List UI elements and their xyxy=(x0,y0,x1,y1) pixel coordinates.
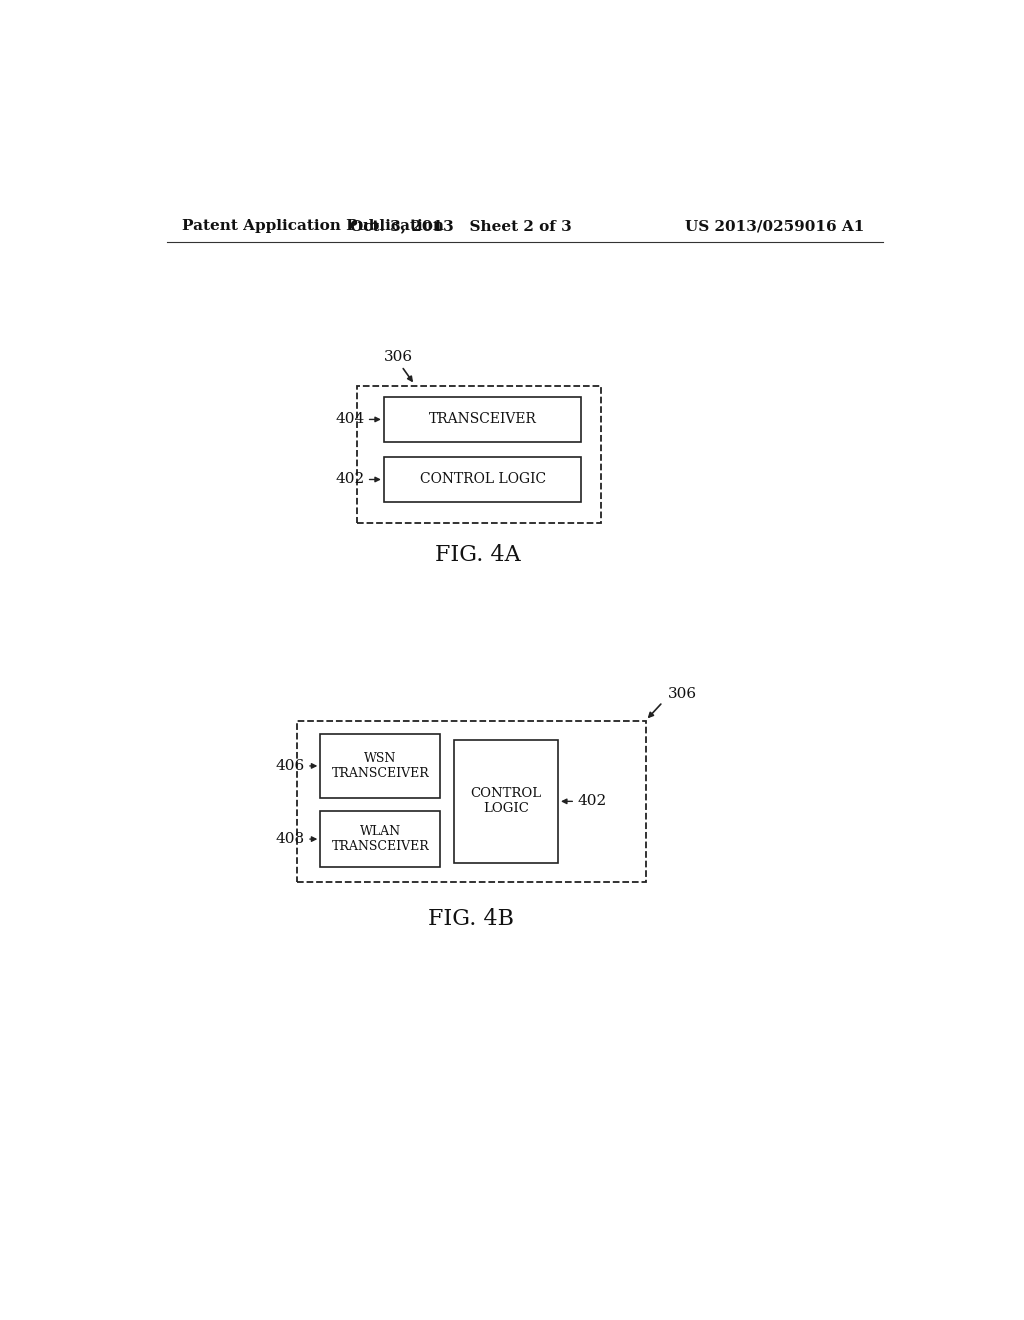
Text: 406: 406 xyxy=(275,759,305,774)
Text: 402: 402 xyxy=(335,473,365,487)
Text: FIG. 4A: FIG. 4A xyxy=(435,544,521,566)
Text: CONTROL
LOGIC: CONTROL LOGIC xyxy=(470,787,542,816)
Bar xyxy=(297,721,646,882)
Text: US 2013/0259016 A1: US 2013/0259016 A1 xyxy=(685,219,864,234)
Text: 404: 404 xyxy=(335,412,365,426)
Text: Patent Application Publication: Patent Application Publication xyxy=(182,219,444,234)
Text: WLAN
TRANSCEIVER: WLAN TRANSCEIVER xyxy=(332,825,429,853)
Text: 306: 306 xyxy=(668,686,696,701)
Text: 306: 306 xyxy=(384,350,413,364)
Text: TRANSCEIVER: TRANSCEIVER xyxy=(429,412,537,426)
Text: WSN
TRANSCEIVER: WSN TRANSCEIVER xyxy=(332,752,429,780)
Text: 402: 402 xyxy=(578,795,607,808)
Bar xyxy=(356,385,601,523)
Text: 408: 408 xyxy=(275,832,305,846)
Bar xyxy=(321,734,440,797)
Text: FIG. 4B: FIG. 4B xyxy=(428,908,514,931)
Bar xyxy=(454,739,558,863)
Text: CONTROL LOGIC: CONTROL LOGIC xyxy=(420,473,546,487)
Bar xyxy=(321,812,440,867)
Bar xyxy=(384,397,582,442)
Text: Oct. 3, 2013   Sheet 2 of 3: Oct. 3, 2013 Sheet 2 of 3 xyxy=(350,219,572,234)
Bar xyxy=(384,457,582,502)
